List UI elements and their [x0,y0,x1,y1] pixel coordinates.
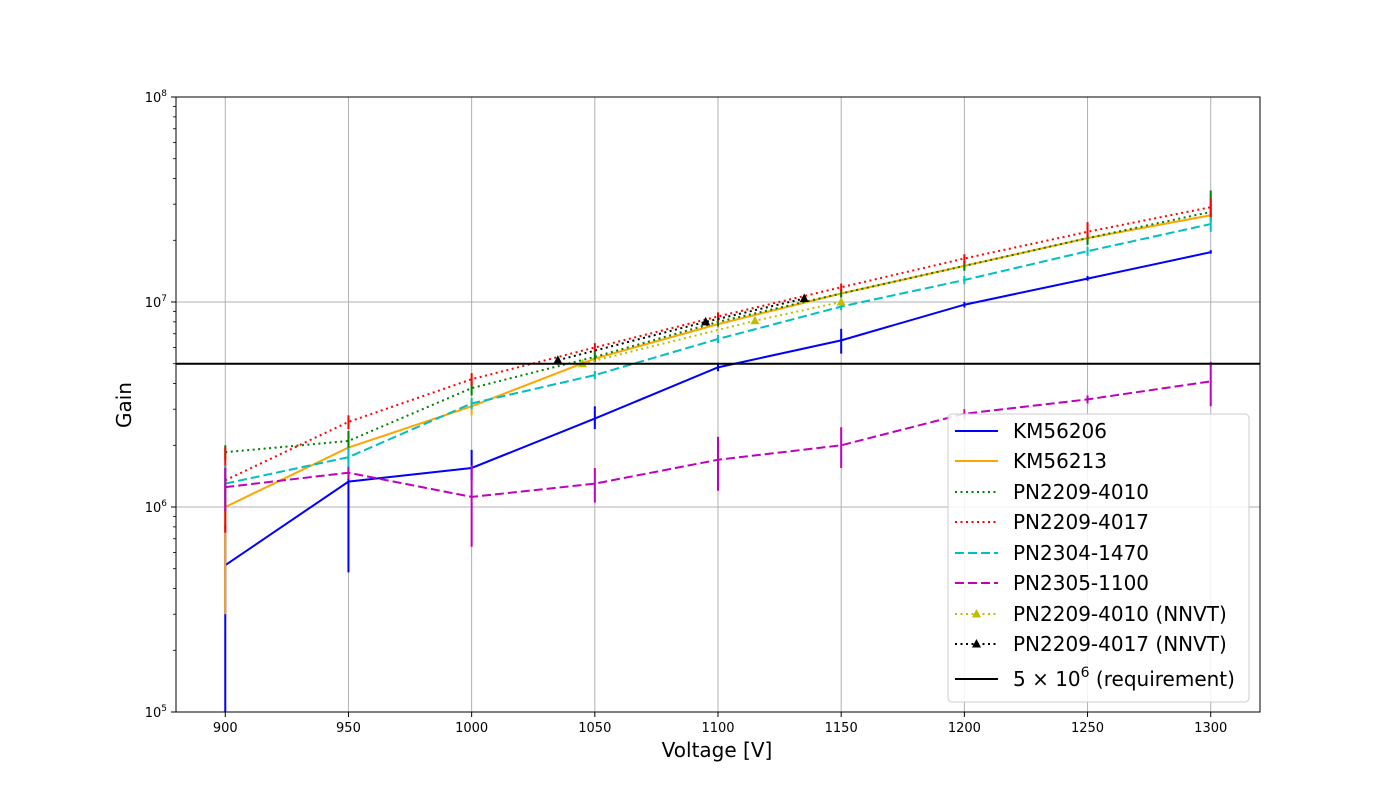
legend-item: KM56213 [955,449,1107,473]
data-point [836,297,846,306]
x-tick-label: 1000 [455,721,488,736]
legend-item: PN2209-4017 [955,510,1149,534]
data-point [553,355,563,364]
series-7 [553,293,809,364]
legend: KM56206 KM56213 PN2209-4010 PN2209-4017 PN23… [947,413,1250,703]
legend-label: 5 × 106 (requirement) [1013,665,1235,691]
y-tick-label: 105 [145,704,167,721]
legend-label: KM56206 [1013,419,1107,443]
x-tick-label: 1250 [1071,721,1104,736]
legend-item: PN2209-4010 (NNVT) [955,602,1227,626]
axes: 900 950 1000 1050 1100 1150 1200 1250 1300 105 106… [145,89,1261,736]
legend-item: 5 × 106 (requirement) [955,665,1235,691]
data-point [750,315,760,325]
y-tick-label: 106 [145,499,168,516]
x-tick-label: 1300 [1194,721,1227,736]
series-6 [578,297,846,368]
legend-label: PN2305-1100 [1013,571,1149,595]
legend-marker [972,609,981,618]
y-tick-label: 107 [145,294,167,311]
x-tick-label: 1150 [825,721,858,736]
plot-frame [175,96,1261,713]
x-tick-label: 900 [213,721,238,736]
legend-item: PN2209-4017 (NNVT) [955,632,1227,656]
y-axis-label: Gain [112,382,136,428]
legend-item: PN2305-1100 [955,571,1149,595]
legend-label: PN2209-4017 [1013,510,1149,534]
legend-label: PN2209-4017 (NNVT) [1013,632,1227,656]
legend-item: PN2304-1470 [955,541,1149,565]
x-tick-label: 1100 [701,721,734,736]
legend-label: KM56213 [1013,449,1107,473]
legend-label: PN2304-1470 [1013,541,1149,565]
series-layer [176,190,1260,712]
series-line [557,297,805,362]
legend-item: PN2209-4010 [955,480,1149,504]
x-tick-label: 950 [336,721,361,736]
legend-label: PN2209-4010 [1013,480,1149,504]
legend-marker [972,639,981,648]
y-tick-label: 108 [145,89,168,106]
data-point [799,293,809,303]
series-5 [224,361,1212,547]
legend-item: KM56206 [955,419,1107,443]
x-axis-label: Voltage [V] [662,738,773,762]
x-tick-label: 1200 [948,721,981,736]
x-tick-label: 1050 [578,721,611,736]
series-line [224,206,1211,482]
series-line [582,301,842,365]
legend-box [947,413,1250,703]
data-point [701,316,711,326]
legend-label: PN2209-4010 (NNVT) [1013,602,1227,626]
